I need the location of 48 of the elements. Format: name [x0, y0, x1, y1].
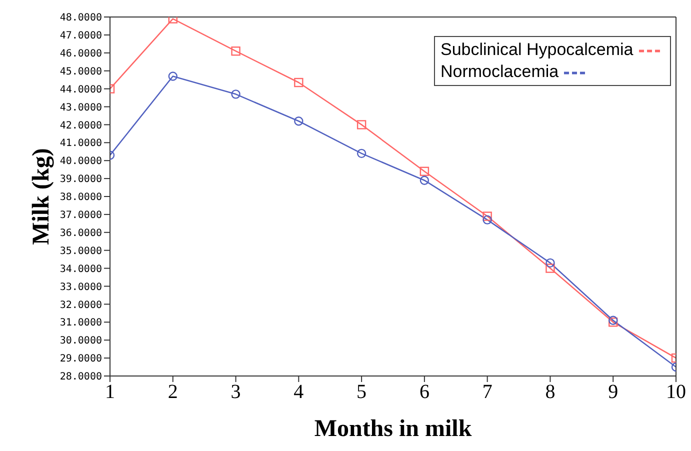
y-tick-label: 38.0000 — [60, 192, 102, 204]
point — [231, 46, 240, 56]
point — [420, 166, 430, 176]
x-tick-label: 9 — [608, 381, 618, 404]
y-tick-label: 29.0000 — [60, 354, 102, 365]
x-tick-label: 8 — [545, 381, 556, 404]
point — [231, 90, 240, 99]
y-tick-label: 42.0000 — [60, 120, 102, 132]
y-tick-label: 43.0000 — [60, 102, 102, 114]
x-tick-label: 10 — [666, 381, 686, 404]
x-tick-label: 7 — [482, 381, 492, 404]
y-tick-label: 45.0000 — [60, 66, 102, 78]
x-tick-label: 5 — [356, 381, 367, 404]
y-tick-label: 32.0000 — [60, 300, 102, 311]
y-tick-label: 40.0000 — [60, 156, 102, 168]
legend-label: Subclinical Hypocalcemia — [440, 40, 634, 59]
point — [546, 264, 555, 273]
point — [294, 78, 304, 88]
point — [356, 148, 366, 158]
point — [168, 72, 178, 81]
point — [482, 212, 492, 221]
x-axis-title: Months in milk — [314, 416, 472, 442]
y-tick-label: 47.0000 — [60, 30, 102, 42]
y-tick-label: 30.0000 — [60, 336, 102, 347]
x-tick-label: 2 — [168, 381, 178, 404]
y-tick-label: 28.0000 — [60, 372, 102, 383]
y-tick-label: 37.0000 — [60, 210, 102, 221]
y-tick-label: 31.0000 — [60, 318, 102, 329]
y-tick-label: 48.0000 — [60, 12, 102, 24]
point — [546, 258, 555, 268]
y-tick-label: 36.0000 — [60, 228, 102, 239]
y-tick-label: 41.0000 — [60, 138, 102, 150]
y-tick-label: 39.0000 — [60, 174, 102, 186]
x-tick-label: 4 — [294, 381, 304, 404]
point — [420, 176, 430, 185]
x-tick-label: 3 — [230, 381, 241, 404]
y-tick-label: 34.0000 — [60, 264, 102, 275]
point — [482, 215, 492, 224]
x-tick-label: 1 — [105, 381, 115, 404]
y-axis-title: Milk (kg) — [28, 148, 55, 245]
x-tick-label: 6 — [419, 381, 430, 404]
y-tick-label: 44.0000 — [60, 84, 102, 96]
legend-label: Normoclacemia — [440, 62, 559, 81]
y-tick-label: 46.0000 — [60, 48, 102, 60]
point — [356, 120, 366, 130]
y-tick-label: 35.0000 — [60, 246, 102, 257]
y-tick-label: 33.0000 — [60, 282, 102, 293]
point — [294, 116, 304, 126]
